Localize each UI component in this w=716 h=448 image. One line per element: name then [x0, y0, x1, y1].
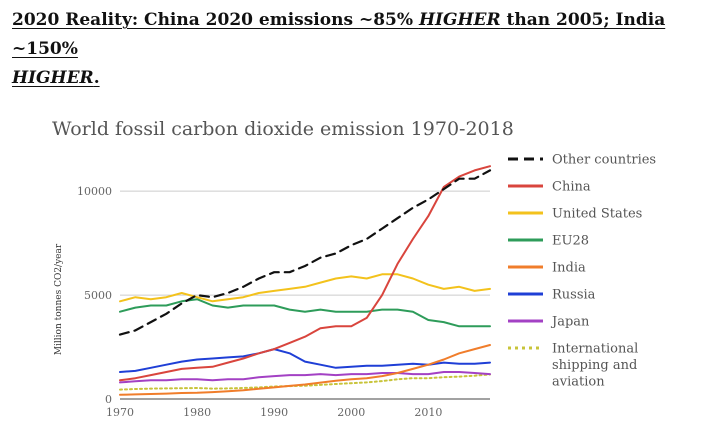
- y-tick-label: 10000: [77, 185, 112, 198]
- x-tick-label: 1970: [106, 406, 134, 419]
- legend-label: International shipping and aviation: [552, 342, 638, 390]
- legend-label: Japan: [550, 315, 590, 330]
- x-tick-labels: 1970 1980 1990 2000 2010: [106, 406, 442, 419]
- series-lines: [118, 165, 492, 396]
- y-axis-label: Million tonnes CO2/year: [54, 243, 64, 355]
- series-line-other-countries: [118, 169, 492, 336]
- series-line-russia: [119, 348, 491, 373]
- series-line-united-states: [119, 273, 491, 303]
- headline-text-2: than 2005; India ~150%: [12, 10, 666, 59]
- series-line-india: [119, 344, 491, 396]
- series-line-international-shipping-and-aviation: [119, 373, 491, 391]
- legend-label: China: [552, 180, 591, 195]
- series-line-eu28: [119, 298, 491, 328]
- series-line-china: [119, 165, 491, 382]
- legend: Other countries China United States EU28 Ind…: [508, 153, 656, 390]
- series-line-japan: [119, 371, 491, 384]
- x-tick-label: 2000: [337, 406, 365, 419]
- y-tick-label: 5000: [84, 289, 112, 302]
- headline-higher-1: HIGHER: [418, 10, 501, 30]
- y-tick-label: 0: [105, 393, 112, 406]
- legend-label: Russia: [552, 288, 596, 303]
- x-tick-label: 2010: [414, 406, 442, 419]
- chart-title: World fossil carbon dioxide emission 197…: [52, 118, 514, 140]
- chart-grid: [120, 190, 490, 400]
- legend-label: United States: [552, 207, 642, 222]
- legend-label: EU28: [552, 234, 589, 249]
- x-tick-label: 1990: [260, 406, 288, 419]
- headline-higher-2: HIGHER: [12, 68, 94, 88]
- headline-text-1: 2020 Reality: China 2020 emissions ~85%: [12, 10, 419, 30]
- x-tick-label: 1980: [183, 406, 211, 419]
- legend-label: Other countries: [552, 153, 656, 168]
- y-tick-labels: 0 5000 10000: [77, 185, 112, 406]
- headline-period: .: [93, 68, 100, 88]
- headline: 2020 Reality: China 2020 emissions ~85% …: [12, 6, 712, 93]
- legend-label: India: [552, 261, 586, 276]
